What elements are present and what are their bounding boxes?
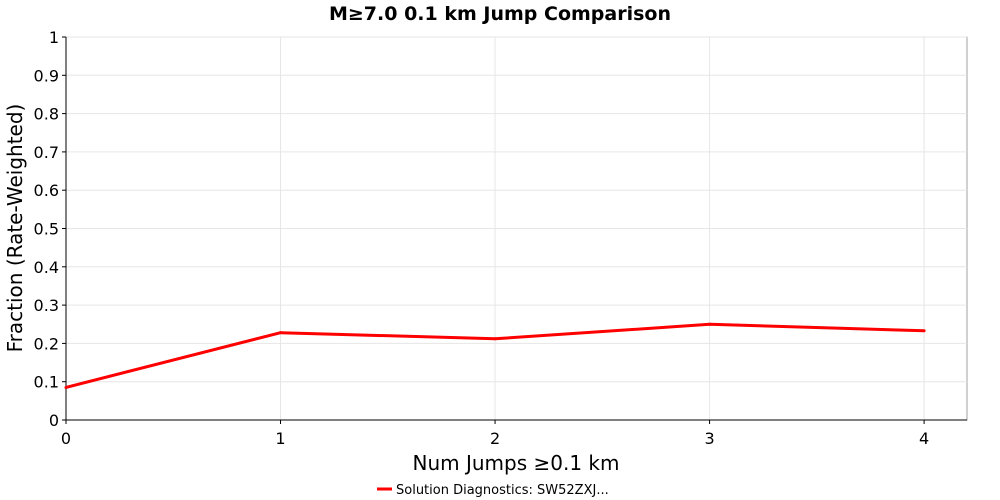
x-tick-label: 4	[919, 429, 929, 448]
data-point	[493, 337, 497, 341]
y-tick-label: 0.1	[34, 373, 59, 392]
x-tick-label: 1	[275, 429, 285, 448]
data-point	[279, 331, 283, 335]
data-point	[64, 385, 68, 389]
y-tick-label: 0.8	[34, 105, 59, 124]
data-point	[708, 322, 712, 326]
y-tick-label: 0.5	[34, 220, 59, 239]
x-tick-label: 2	[490, 429, 500, 448]
x-axis-label: Num Jumps ≥0.1 km	[413, 451, 620, 475]
legend: Solution Diagnostics: SW52ZXJ...	[377, 483, 609, 498]
y-axis-label: Fraction (Rate-Weighted)	[3, 104, 27, 353]
y-tick-label: 0.2	[34, 334, 59, 353]
y-tick-label: 0.6	[34, 181, 59, 200]
legend-label: Solution Diagnostics: SW52ZXJ...	[396, 483, 609, 498]
ticks: 0 0.1 0.2 0.3 0.4 0.5 0.6 0.7 0.8 0.9 1 0 1 2 3 4	[34, 28, 930, 448]
y-tick-label: 1	[49, 28, 59, 47]
y-tick-label: 0.7	[34, 143, 59, 162]
chart-title: M≥7.0 0.1 km Jump Comparison	[329, 3, 671, 25]
series-layer	[64, 322, 926, 389]
y-tick-label: 0	[49, 411, 59, 430]
x-tick-label: 3	[704, 429, 714, 448]
data-point	[922, 329, 926, 333]
grid	[66, 36, 967, 420]
y-tick-label: 0.3	[34, 296, 59, 315]
x-tick-label: 0	[61, 429, 71, 448]
y-tick-label: 0.9	[34, 66, 59, 85]
y-tick-label: 0.4	[34, 258, 59, 277]
